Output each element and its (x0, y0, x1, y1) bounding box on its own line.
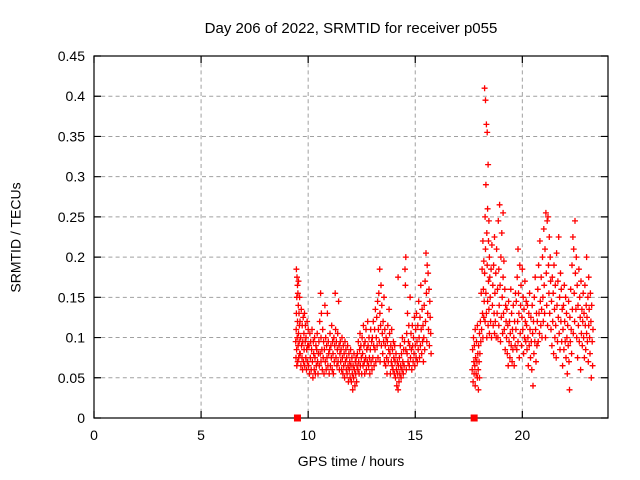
y-tick-label: 0.2 (66, 249, 86, 265)
x-tick-label: 0 (90, 427, 98, 443)
y-tick-label: 0.1 (66, 330, 86, 346)
y-tick-label: 0 (77, 410, 85, 426)
y-tick-label: 0.05 (58, 370, 85, 386)
y-tick-label: 0.35 (58, 128, 85, 144)
scatter-points (292, 85, 596, 393)
x-tick-label: 5 (197, 427, 205, 443)
y-tick-label: 0.4 (66, 88, 86, 104)
gridlines (94, 56, 608, 418)
y-tick-label: 0.25 (58, 209, 85, 225)
x-axis-label: GPS time / hours (297, 453, 405, 469)
y-axis-label: SRMTID / TECUs (7, 182, 24, 293)
y-tick-label: 0.3 (66, 169, 86, 185)
baseline-marker (293, 414, 301, 422)
y-tick-label: 0.45 (58, 48, 85, 64)
baseline-marker (470, 414, 478, 422)
x-tick-label: 20 (515, 427, 531, 443)
x-tick-label: 15 (407, 427, 423, 443)
plot-border (93, 55, 609, 419)
x-tick-label: 10 (300, 427, 316, 443)
y-tick-label: 0.15 (58, 289, 85, 305)
chart-title: Day 206 of 2022, SRMTID for receiver p05… (204, 20, 498, 37)
